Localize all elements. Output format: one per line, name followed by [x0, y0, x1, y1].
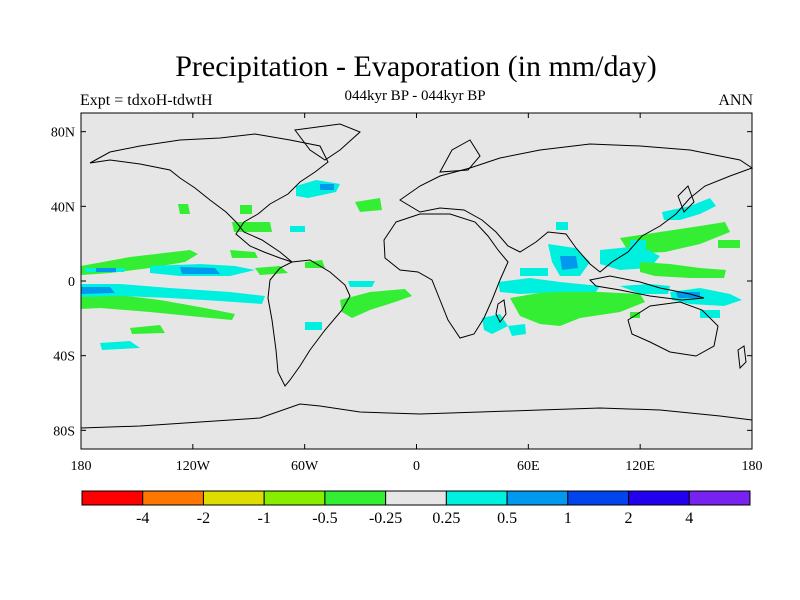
coastline-africa	[383, 213, 509, 339]
colorbar: -4 -2 -1 -0.5 -0.25 0.25 0.5 1 2 4	[81, 490, 751, 527]
colorbar-label: 1	[564, 510, 572, 527]
lat-tick-label: 40N	[51, 200, 75, 215]
colorbar-swatch	[263, 490, 326, 506]
map-panel: 80N 40N 0 40S 80S 180 120W 60W 0 60E 120E 180	[51, 112, 763, 474]
map-background	[81, 113, 752, 449]
coastline-japan	[677, 185, 695, 213]
colorbar-label: 0.5	[497, 510, 517, 527]
field-green	[178, 204, 190, 214]
lon-tick-label: 180	[71, 459, 92, 474]
field-cyan	[556, 222, 568, 230]
lat-tick-label: 80N	[51, 126, 75, 141]
experiment-label: Expt = tdxoH-tdwtH	[80, 92, 213, 109]
field-cyan	[630, 240, 646, 248]
colorbar-label: 2	[625, 510, 633, 527]
field-cyan	[700, 310, 720, 318]
axis-ticks: 80N 40N 0 40S 80S 180 120W 60W 0 60E 120E 180	[51, 113, 763, 474]
lon-tick-label: 60E	[517, 459, 540, 474]
anomaly-fields	[81, 180, 742, 350]
field-green	[510, 292, 645, 326]
lat-tick-label: 40S	[53, 350, 75, 365]
field-cyan	[290, 226, 305, 232]
coastline-scandinavia	[439, 139, 481, 173]
colorbar-label: 4	[685, 510, 693, 527]
colorbar-label: -0.25	[369, 510, 402, 527]
field-green	[81, 294, 235, 320]
colorbar-swatch	[567, 490, 630, 506]
field-cyan	[348, 281, 375, 287]
lon-tick-label: 0	[413, 459, 420, 474]
map-title: Precipitation - Evaporation (in mm/day)	[175, 50, 657, 83]
lat-tick-label: 80S	[53, 424, 75, 439]
field-cyan	[508, 324, 526, 336]
field-cyan	[100, 341, 140, 350]
field-green	[640, 262, 726, 278]
field-green	[718, 240, 740, 248]
field-blue	[676, 292, 700, 298]
lon-tick-label: 120E	[625, 459, 655, 474]
coastline-antarctica	[80, 403, 753, 429]
colorbar-swatch	[324, 490, 387, 506]
colorbar-label: 0.25	[432, 510, 460, 527]
lon-tick-label: 60W	[291, 459, 319, 474]
map-subtitle: 044kyr BP - 044kyr BP	[344, 88, 486, 104]
colorbar-swatch	[142, 490, 204, 506]
field-blue	[180, 267, 220, 274]
field-cyan	[81, 284, 265, 304]
colorbar-label: -2	[197, 510, 210, 527]
coastline-eurasia	[399, 143, 754, 273]
coastline-south-america	[267, 259, 351, 387]
field-green	[355, 198, 382, 212]
coastline-new-zealand	[737, 345, 747, 370]
colorbar-swatch	[385, 490, 447, 506]
field-blue	[320, 184, 334, 190]
lon-tick-label: 120W	[176, 459, 211, 474]
colorbar-swatch	[506, 490, 569, 506]
coastlines	[80, 123, 754, 429]
colorbar-swatch	[445, 490, 508, 506]
field-cyan	[482, 314, 508, 334]
coastline-madagascar	[495, 299, 507, 323]
season-label: ANN	[718, 92, 753, 109]
field-green	[230, 250, 258, 258]
field-cyan	[620, 284, 670, 294]
colorbar-swatch	[628, 490, 690, 506]
colorbar-swatch	[688, 490, 751, 506]
field-cyan	[520, 268, 548, 276]
field-cyan	[305, 322, 322, 330]
field-green	[620, 222, 730, 254]
colorbar-label: -4	[136, 510, 149, 527]
field-green	[130, 325, 165, 334]
field-green	[340, 289, 412, 318]
colorbar-swatch	[81, 490, 144, 506]
coastline-north-america	[89, 133, 329, 263]
field-green	[240, 205, 252, 214]
colorbar-label: -0.5	[312, 510, 337, 527]
lon-tick-label: 180	[742, 459, 763, 474]
field-blue	[560, 256, 578, 270]
field-blue	[81, 287, 115, 294]
lat-tick-label: 0	[68, 275, 75, 290]
field-blue	[96, 268, 116, 272]
colorbar-swatch	[202, 490, 265, 506]
colorbar-label: -1	[258, 510, 271, 527]
field-cyan	[498, 278, 600, 294]
coastline-australia	[627, 301, 719, 357]
coastline-indonesia	[588, 275, 705, 301]
coastline-greenland	[294, 123, 361, 161]
